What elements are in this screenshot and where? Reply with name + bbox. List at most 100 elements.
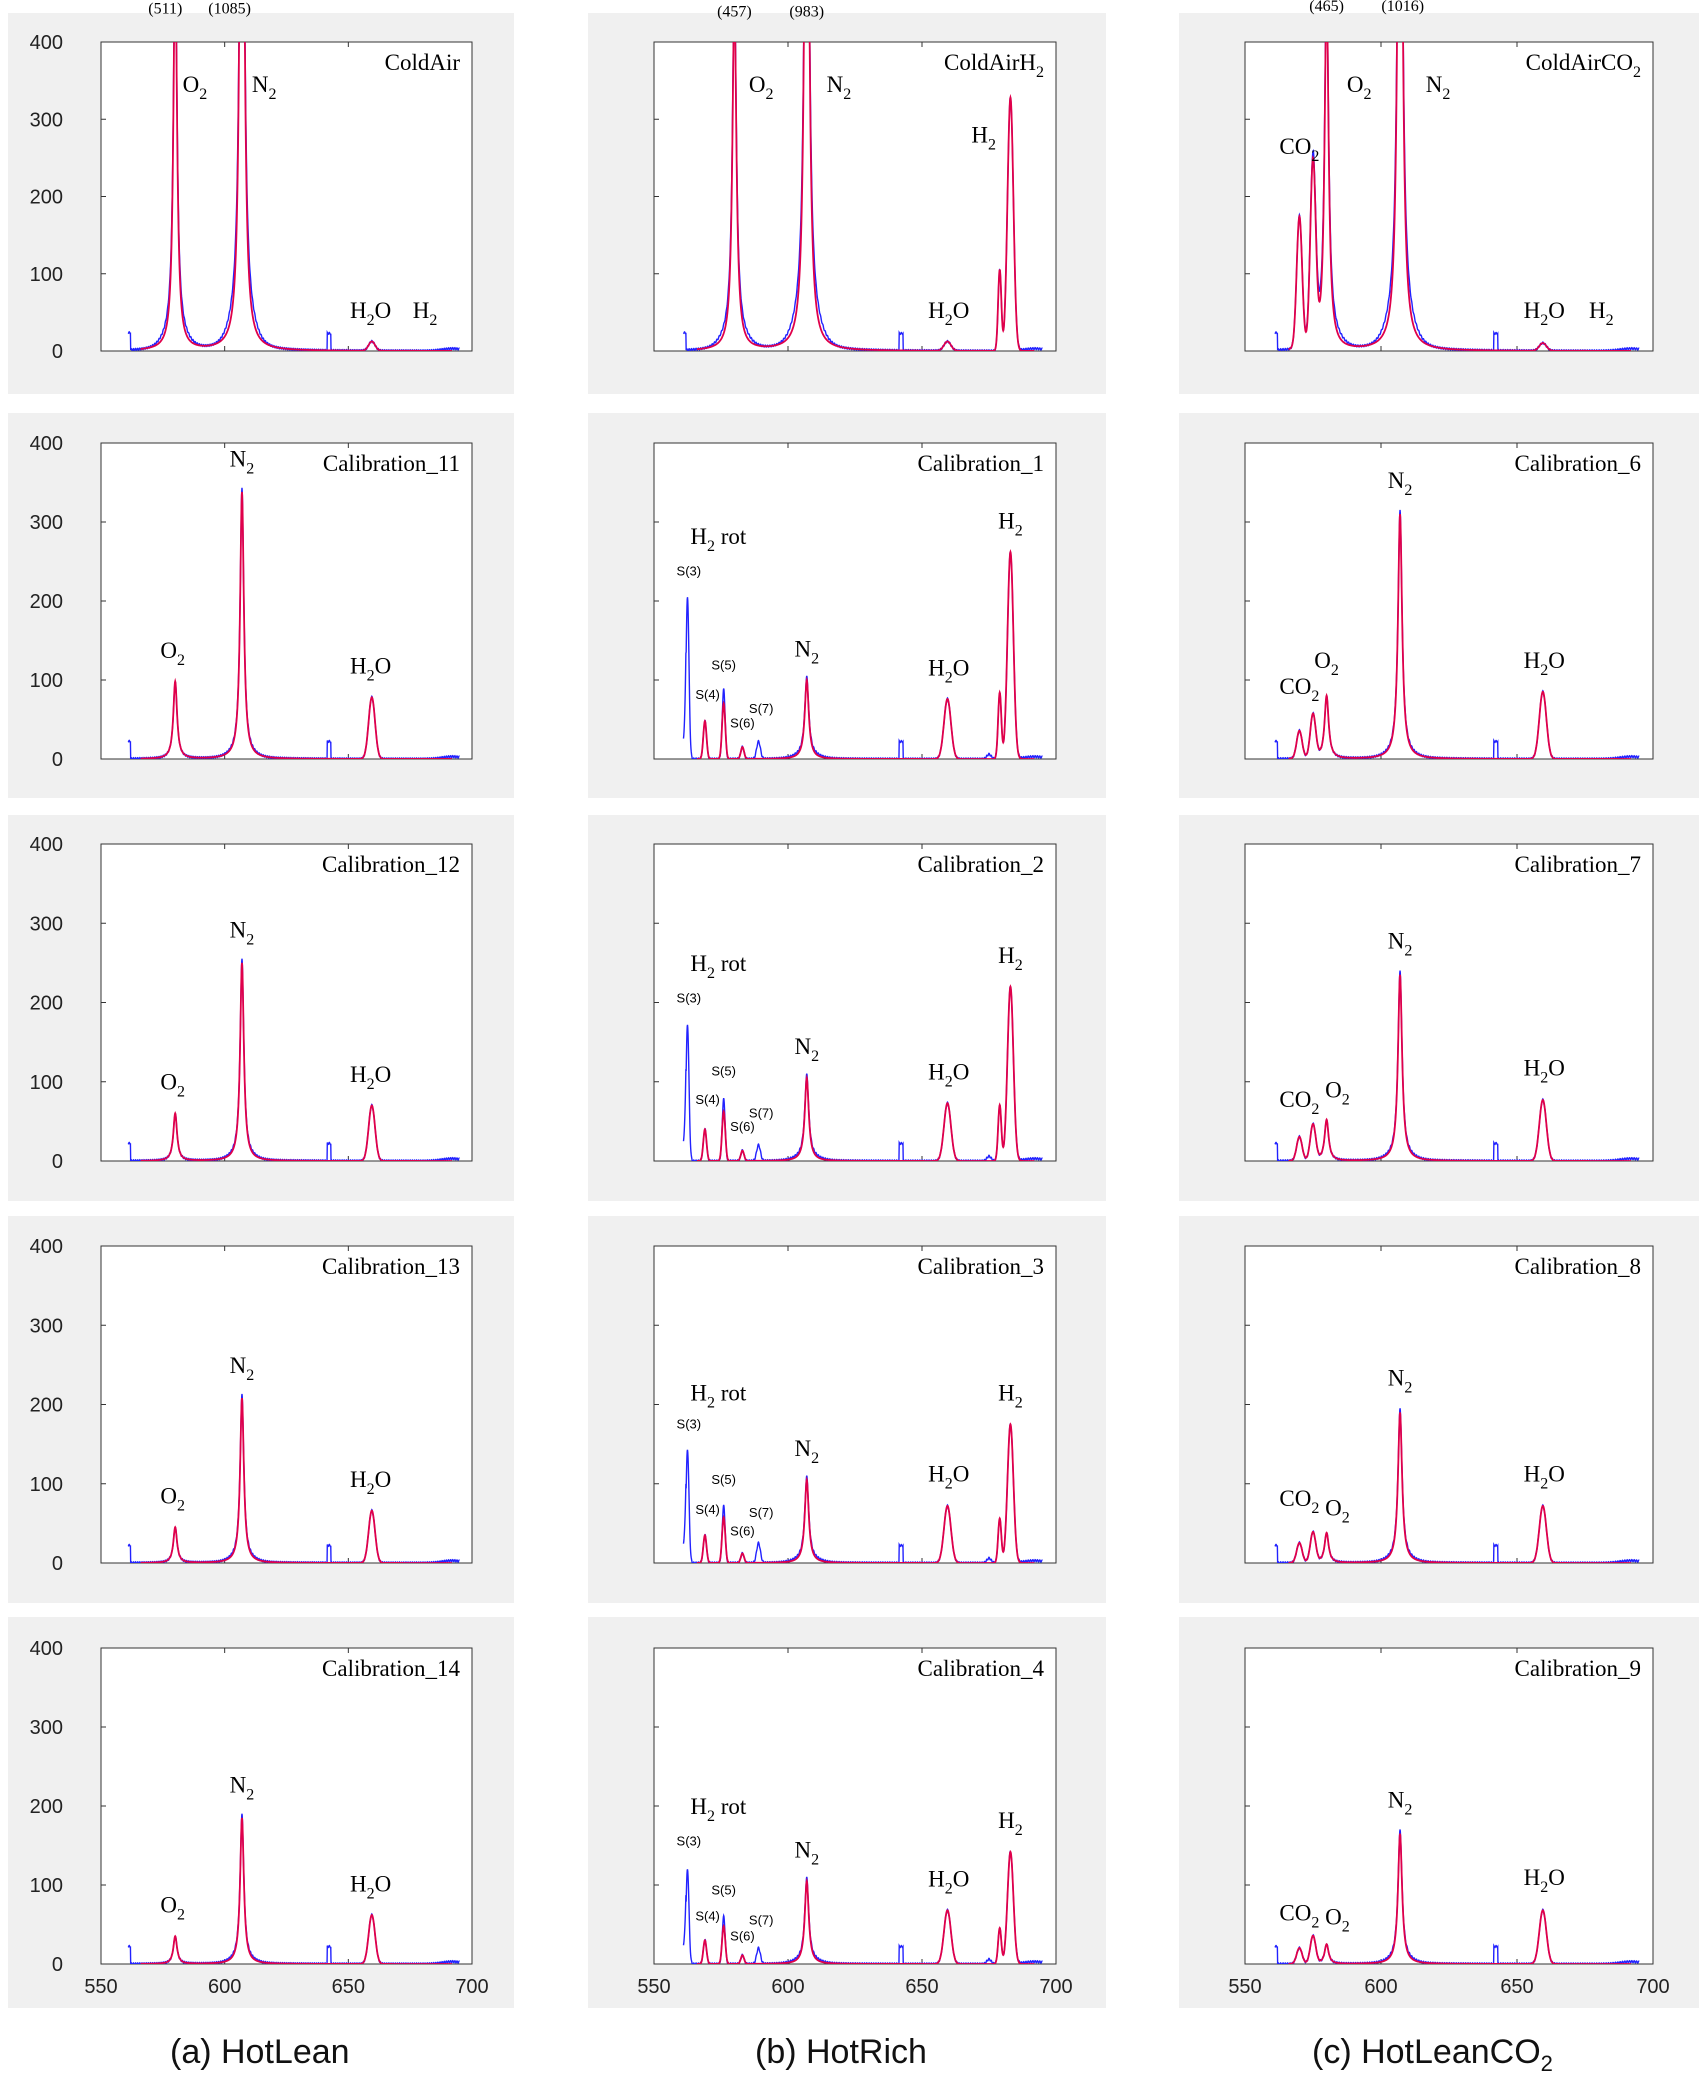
x-tick-label: 550	[637, 1976, 670, 1998]
peak-label: O2	[1314, 648, 1339, 679]
peak-label: O2	[160, 1070, 185, 1101]
y-tick-label: 200	[30, 187, 63, 209]
x-tick-label: 600	[1364, 1976, 1397, 1998]
rotational-line-label: S(5)	[711, 1472, 736, 1487]
peak-label: O2	[1347, 72, 1372, 103]
peak-label: H2O	[1524, 1865, 1565, 1896]
y-tick-label: 300	[30, 1717, 63, 1739]
plot-area	[1244, 843, 1654, 1162]
y-tick-label: 200	[30, 1395, 63, 1417]
peak-label: O2	[160, 1484, 185, 1515]
rotational-line-label: S(4)	[695, 1502, 720, 1517]
peak-label: H2	[1589, 298, 1614, 329]
fitted-spectrum-line	[1288, 1833, 1631, 1964]
fitted-spectrum-line	[696, 1422, 1035, 1563]
rotational-line-label: S(6)	[730, 1523, 755, 1538]
rotational-line-label: S(3)	[677, 991, 702, 1006]
rotational-line-label: S(3)	[677, 1416, 702, 1431]
peak-label: N2	[1388, 929, 1413, 960]
y-tick-label: 100	[30, 670, 63, 692]
y-tick-label: 200	[30, 1796, 63, 1818]
fitted-spectrum-line	[1288, 42, 1631, 351]
spectrum-panel-5: 0 100 200 300 400 Calibration_13 O2 N2 H2O	[8, 1216, 514, 1603]
caption-hotlean: (a) HotLean	[170, 2033, 350, 2071]
spectrum-panel-1: ColdAirH2 (457) (983) O2 N2 H2O H2	[588, 4, 1106, 394]
peak-label: N2	[794, 636, 819, 667]
peak-label: O2	[1325, 1495, 1350, 1526]
fitted-spectrum-line	[696, 984, 1035, 1161]
spectrum-panel-14: 550 600 650 700 Calibration_9 CO2 O2 N2 H2O	[1179, 1617, 1699, 2008]
peak-label: H2	[998, 508, 1023, 539]
y-tick-label: 300	[30, 1315, 63, 1337]
peak-label: O2	[1325, 1078, 1350, 1109]
peak-count-label: (457)	[717, 4, 752, 21]
plot-area	[653, 442, 1057, 760]
peak-count-label: (511)	[148, 0, 182, 17]
rotational-line-label: S(4)	[695, 687, 720, 702]
rotational-line-label: S(7)	[749, 701, 774, 716]
x-tick-label: 650	[1500, 1976, 1533, 1998]
plot-area	[653, 843, 1057, 1162]
x-tick-label: 650	[332, 1976, 365, 1998]
plot-area	[1244, 1647, 1654, 1965]
peak-label: N2	[230, 1773, 255, 1804]
panel-title: Calibration_14	[322, 1656, 460, 1681]
spectrum-panel-4: 0 100 200 300 400 Calibration_12 O2 N2 H2O	[8, 815, 514, 1201]
x-tick-label: 650	[905, 1976, 938, 1998]
peak-count-label: (465)	[1309, 0, 1344, 15]
spectrum-panel-7: Calibration_1 H2 rot S(3) S(4) S(5) S(6)S(7) N…	[588, 413, 1106, 798]
fitted-spectrum-line	[696, 42, 1035, 351]
peak-label: N2	[794, 1436, 819, 1467]
x-tick-label: 600	[208, 1976, 241, 1998]
y-tick-label: 300	[30, 913, 63, 935]
x-tick-label: 550	[84, 1976, 117, 1998]
peak-label: H2O	[350, 654, 391, 685]
rotational-line-label: S(5)	[711, 658, 736, 673]
peak-label: H2	[998, 1808, 1023, 1839]
rotational-line-label: S(6)	[730, 715, 755, 730]
y-tick-label: 400	[30, 834, 63, 856]
peak-label: H2O	[928, 1059, 969, 1090]
peak-label: N2	[252, 72, 277, 103]
peak-count-label: (1085)	[208, 0, 251, 17]
spectrum-panel-0: 0 100 200 300 400 ColdAir (511) (1085) O2 N2 H2O H2	[8, 0, 514, 394]
panel-title: Calibration_1	[918, 451, 1044, 476]
panel-title: Calibration_6	[1515, 451, 1641, 476]
rotational-line-label: S(7)	[749, 1505, 774, 1520]
x-tick-label: 700	[1636, 1976, 1669, 1998]
peak-label: H2O	[1524, 298, 1565, 329]
rotational-line-label: S(6)	[730, 1928, 755, 1943]
panel-title: Calibration_11	[323, 451, 460, 476]
peak-label: H2O	[928, 655, 969, 686]
y-tick-label: 100	[30, 1072, 63, 1094]
fitted-spectrum-line	[696, 549, 1035, 759]
y-tick-label: 0	[52, 749, 63, 771]
spectrum-panel-9: Calibration_3 H2 rot S(3) S(4) S(5) S(6) S(7) N…	[588, 1216, 1106, 1603]
y-tick-label: 100	[30, 264, 63, 286]
peak-label: H2 rot	[690, 524, 747, 555]
y-tick-label: 200	[30, 993, 63, 1015]
peak-label: H2O	[350, 1062, 391, 1093]
panel-title: Calibration_8	[1515, 1254, 1641, 1279]
peak-label: H2O	[1524, 1461, 1565, 1492]
peak-label: N2	[794, 1837, 819, 1868]
spectrum-panel-6: 550 600 650 700 0 100 200 300 400 Calibration_14 O…	[8, 1617, 514, 2008]
plot-area	[100, 1647, 473, 1965]
plot-area	[653, 1647, 1057, 1965]
y-tick-label: 0	[52, 1151, 63, 1173]
plot-area	[653, 41, 1057, 352]
y-tick-label: 300	[30, 109, 63, 131]
y-tick-label: 300	[30, 512, 63, 534]
caption-hotrich: (b) HotRich	[755, 2033, 927, 2071]
y-tick-label: 0	[52, 341, 63, 363]
x-tick-label: 600	[771, 1976, 804, 1998]
peak-label: CO2	[1279, 1901, 1319, 1932]
peak-label: N2	[230, 918, 255, 949]
plot-area	[1244, 1245, 1654, 1564]
y-tick-label: 100	[30, 1875, 63, 1897]
peak-label: H2	[413, 298, 438, 329]
fitted-spectrum-line	[140, 491, 452, 759]
rotational-line-label: S(3)	[677, 1834, 702, 1849]
x-tick-label: 700	[455, 1976, 488, 1998]
peak-label: N2	[1388, 1365, 1413, 1396]
